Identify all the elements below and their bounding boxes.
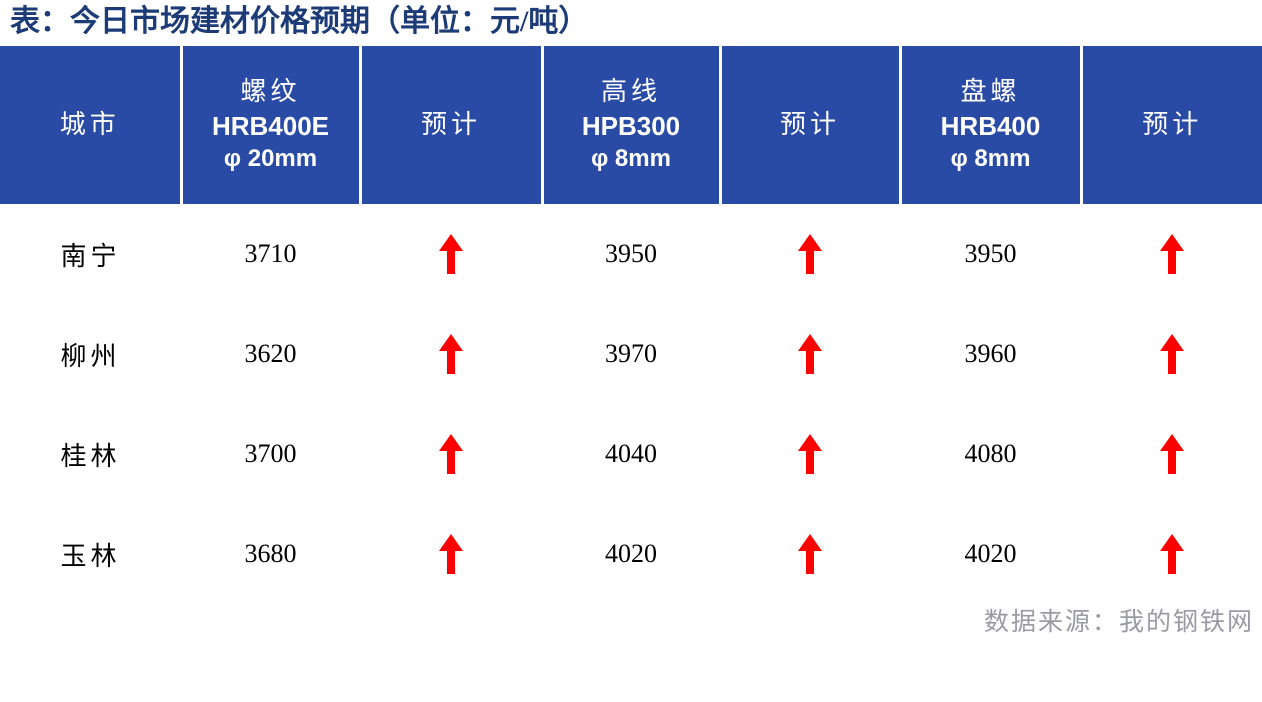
cell-rebar-price: 3680 xyxy=(181,504,360,604)
column-header-rebar-price: 螺纹 HRB400E φ 20mm xyxy=(181,46,362,204)
cell-city: 桂林 xyxy=(0,404,181,504)
column-header-wirerod-trend-label: 预计 xyxy=(779,109,840,139)
cell-rebar-price: 3710 xyxy=(181,204,360,304)
column-header-rebar-trend-label: 预计 xyxy=(420,109,481,139)
arrow-up-icon xyxy=(439,434,463,474)
column-header-rebar-grade: HRB400E xyxy=(211,111,330,142)
cell-wirerod-trend xyxy=(720,404,900,504)
arrow-up-icon xyxy=(1159,334,1184,374)
column-header-coil-spec: φ 8mm xyxy=(950,145,1031,173)
table-header: 城市 螺纹 HRB400E φ 20mm 预计 高线 xyxy=(0,46,1262,204)
arrow-up-icon xyxy=(798,534,822,574)
cell-wirerod-price: 3950 xyxy=(542,204,720,304)
cell-wirerod-price: 3970 xyxy=(542,304,720,404)
cell-coil-trend xyxy=(1081,204,1262,304)
column-header-rebar-trend: 预计 xyxy=(360,46,544,204)
price-table-wrapper: 城市 螺纹 HRB400E φ 20mm 预计 高线 xyxy=(0,46,1262,604)
cell-rebar-price: 3620 xyxy=(181,304,360,404)
arrow-up-icon xyxy=(798,334,822,374)
cell-wirerod-trend xyxy=(720,504,900,604)
arrow-up-icon xyxy=(1159,434,1184,474)
cell-wirerod-price: 4020 xyxy=(542,504,720,604)
arrow-up-icon xyxy=(1159,534,1184,574)
cell-city: 柳州 xyxy=(0,304,181,404)
cell-coil-price: 3960 xyxy=(900,304,1081,404)
table-header-row: 城市 螺纹 HRB400E φ 20mm 预计 高线 xyxy=(0,46,1262,204)
cell-city: 南宁 xyxy=(0,204,181,304)
column-header-wirerod-grade: HPB300 xyxy=(581,111,681,142)
cell-rebar-trend xyxy=(360,504,542,604)
cell-coil-trend xyxy=(1081,404,1262,504)
column-header-rebar-product: 螺纹 xyxy=(240,76,301,106)
cell-rebar-trend xyxy=(360,404,542,504)
table-row: 南宁 3710 3950 3950 xyxy=(0,204,1262,304)
column-header-city-label: 城市 xyxy=(59,109,120,139)
arrow-up-icon xyxy=(439,334,463,374)
column-header-wirerod-price: 高线 HPB300 φ 8mm xyxy=(542,46,722,204)
cell-wirerod-price: 4040 xyxy=(542,404,720,504)
column-header-wirerod-product: 高线 xyxy=(600,76,661,106)
cell-coil-price: 3950 xyxy=(900,204,1081,304)
cell-city: 玉林 xyxy=(0,504,181,604)
table-row: 桂林 3700 4040 4080 xyxy=(0,404,1262,504)
cell-rebar-trend xyxy=(360,204,542,304)
column-header-coil-product: 盘螺 xyxy=(960,76,1021,106)
cell-wirerod-trend xyxy=(720,304,900,404)
data-source-note: 数据来源：我的钢铁网 xyxy=(983,609,1254,636)
cell-rebar-trend xyxy=(360,304,542,404)
arrow-up-icon xyxy=(439,234,463,274)
arrow-up-icon xyxy=(798,434,822,474)
column-header-rebar-spec: φ 20mm xyxy=(223,145,318,173)
column-header-city: 城市 xyxy=(0,46,183,204)
price-table: 城市 螺纹 HRB400E φ 20mm 预计 高线 xyxy=(0,46,1262,604)
page-title: 表：今日市场建材价格预期（单位：元/吨） xyxy=(10,5,589,38)
arrow-up-icon xyxy=(1159,234,1184,274)
cell-rebar-price: 3700 xyxy=(181,404,360,504)
column-header-coil-grade: HRB400 xyxy=(940,111,1041,142)
cell-coil-price: 4080 xyxy=(900,404,1081,504)
column-header-coil-trend: 预计 xyxy=(1081,46,1262,204)
cell-coil-trend xyxy=(1081,304,1262,404)
cell-coil-price: 4020 xyxy=(900,504,1081,604)
column-header-wirerod-spec: φ 8mm xyxy=(591,145,671,173)
table-row: 玉林 3680 4020 4020 xyxy=(0,504,1262,604)
table-body: 南宁 3710 3950 3950 柳州 3620 xyxy=(0,204,1262,604)
cell-coil-trend xyxy=(1081,504,1262,604)
cell-wirerod-trend xyxy=(720,204,900,304)
table-row: 柳州 3620 3970 3960 xyxy=(0,304,1262,404)
arrow-up-icon xyxy=(439,534,463,574)
arrow-up-icon xyxy=(798,234,822,274)
column-header-wirerod-trend: 预计 xyxy=(720,46,902,204)
column-header-coil-price: 盘螺 HRB400 φ 8mm xyxy=(900,46,1083,204)
column-header-coil-trend-label: 预计 xyxy=(1142,109,1203,139)
